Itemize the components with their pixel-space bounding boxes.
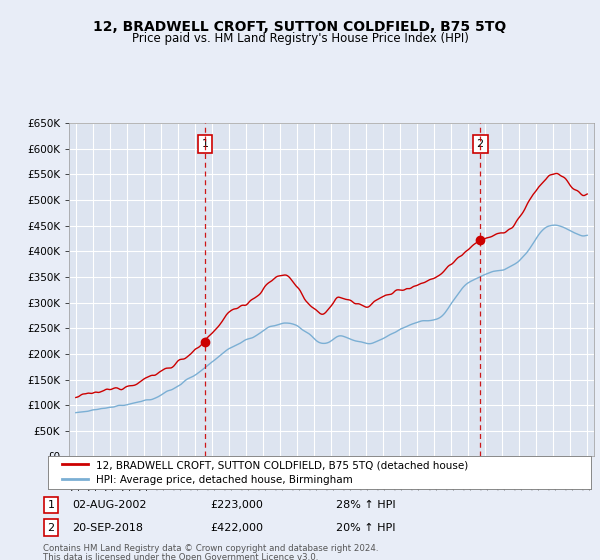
Text: 20% ↑ HPI: 20% ↑ HPI [336,522,395,533]
Text: This data is licensed under the Open Government Licence v3.0.: This data is licensed under the Open Gov… [43,553,319,560]
Text: 2: 2 [476,139,484,149]
Text: Price paid vs. HM Land Registry's House Price Index (HPI): Price paid vs. HM Land Registry's House … [131,32,469,45]
Text: 12, BRADWELL CROFT, SUTTON COLDFIELD, B75 5TQ: 12, BRADWELL CROFT, SUTTON COLDFIELD, B7… [94,20,506,34]
Text: 2: 2 [47,522,55,533]
Text: 20-SEP-2018: 20-SEP-2018 [72,522,143,533]
Legend: 12, BRADWELL CROFT, SUTTON COLDFIELD, B75 5TQ (detached house), HPI: Average pri: 12, BRADWELL CROFT, SUTTON COLDFIELD, B7… [59,457,472,488]
Text: 1: 1 [202,139,209,149]
Text: £223,000: £223,000 [210,500,263,510]
Text: 02-AUG-2002: 02-AUG-2002 [72,500,146,510]
Text: 28% ↑ HPI: 28% ↑ HPI [336,500,395,510]
Text: Contains HM Land Registry data © Crown copyright and database right 2024.: Contains HM Land Registry data © Crown c… [43,544,379,553]
Text: £422,000: £422,000 [210,522,263,533]
Text: 1: 1 [47,500,55,510]
